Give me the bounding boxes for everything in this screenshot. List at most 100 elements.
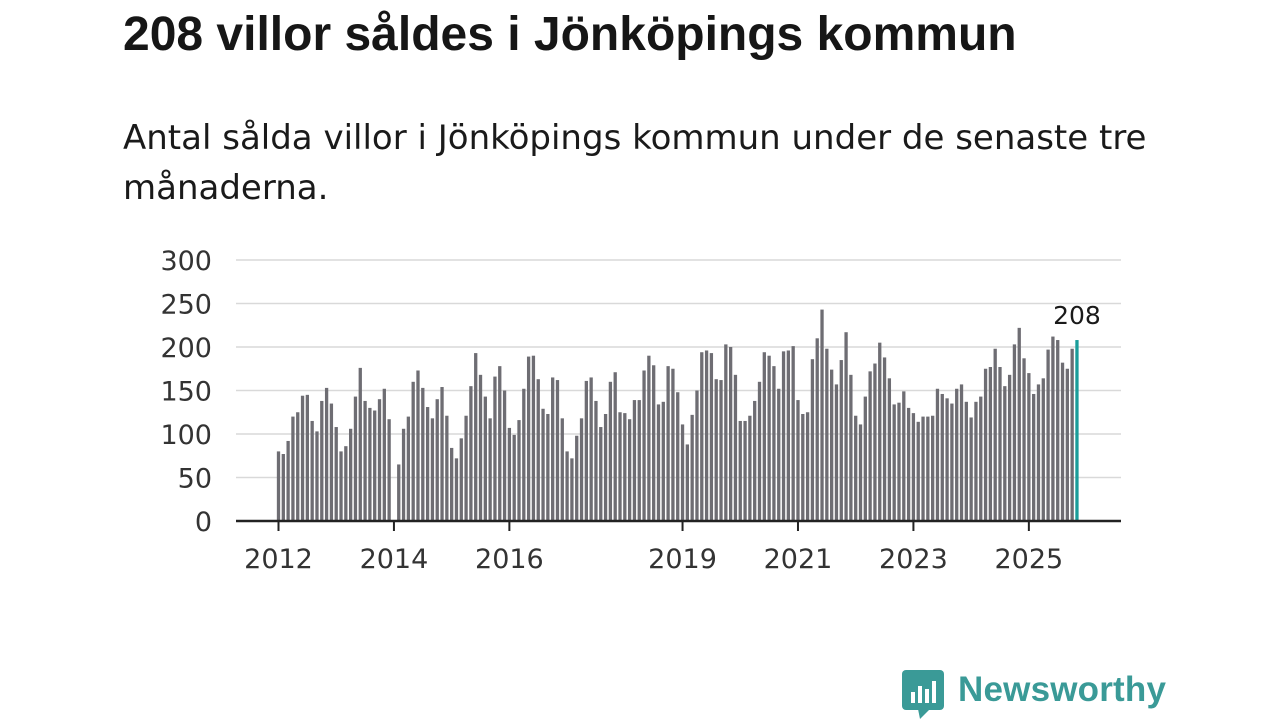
bar	[844, 332, 848, 521]
bar	[478, 374, 483, 521]
bar	[421, 387, 425, 521]
bar	[897, 402, 901, 521]
bar	[988, 367, 993, 521]
bar	[526, 356, 531, 521]
chart-subtitle: Antal sålda villor i Jönköpings kommun u…	[123, 118, 1147, 208]
bar	[387, 419, 391, 521]
bar	[873, 363, 877, 521]
bar	[575, 435, 579, 521]
bar	[507, 427, 512, 521]
y-tick-label: 150	[160, 377, 212, 408]
bar	[709, 353, 714, 521]
bar	[300, 395, 305, 521]
bar	[425, 407, 430, 521]
bar	[296, 412, 300, 521]
bar	[714, 379, 718, 521]
bar	[512, 434, 516, 521]
bar	[680, 424, 685, 521]
bar	[1065, 368, 1069, 521]
bar	[887, 378, 892, 521]
bar	[584, 380, 588, 521]
bar	[647, 355, 651, 521]
newsworthy-logo: Newsworthy	[902, 668, 1166, 720]
bar	[613, 372, 617, 521]
bar	[627, 419, 632, 521]
bar	[502, 390, 507, 521]
bar	[310, 420, 314, 521]
bar	[377, 399, 382, 521]
bar	[685, 444, 689, 521]
bar	[791, 346, 795, 521]
bar	[382, 388, 386, 521]
bar	[964, 401, 968, 521]
bar	[450, 447, 454, 521]
bar	[868, 371, 872, 521]
bar	[940, 393, 944, 521]
bar	[1003, 386, 1007, 521]
bar	[652, 365, 656, 521]
x-axis	[236, 519, 1121, 531]
bar	[834, 384, 839, 521]
bar	[955, 388, 959, 521]
brand-name: Newsworthy	[958, 670, 1167, 709]
bar	[796, 400, 800, 521]
bar	[1056, 340, 1060, 521]
highlight-value-label: 208	[1053, 301, 1101, 330]
bar	[440, 387, 444, 521]
bar	[454, 458, 459, 521]
bar	[882, 357, 887, 521]
bar	[599, 427, 603, 521]
bar	[632, 400, 637, 521]
bar	[969, 417, 973, 521]
bar	[315, 431, 319, 521]
bar	[1032, 393, 1036, 521]
bar	[608, 381, 613, 521]
bar	[570, 458, 574, 521]
bar	[349, 428, 353, 521]
bar	[753, 400, 757, 521]
bar	[906, 407, 911, 521]
bar	[690, 414, 694, 521]
bar	[291, 416, 295, 521]
bar	[589, 377, 593, 521]
x-tick-label: 2014	[360, 544, 429, 575]
bar	[666, 366, 670, 521]
bar	[820, 309, 824, 521]
bar	[695, 390, 699, 521]
bar	[757, 381, 762, 521]
bar	[935, 388, 940, 521]
bar	[435, 399, 439, 521]
bar	[801, 413, 805, 521]
bar	[368, 407, 372, 521]
bar	[719, 380, 723, 521]
bar	[1041, 378, 1045, 521]
bar	[950, 403, 954, 521]
bars	[276, 309, 1079, 521]
bar	[339, 451, 343, 521]
bar	[1027, 373, 1031, 521]
bar	[324, 387, 329, 521]
y-axis-labels: 0 50 100 150 200 250 300	[160, 246, 212, 538]
bar	[320, 400, 324, 521]
x-axis-labels: 2012 2014 2016 2019 2021 2023 2025	[244, 544, 1063, 575]
bar	[728, 347, 733, 521]
bar	[1060, 362, 1065, 521]
bar	[733, 374, 738, 521]
bar	[661, 401, 665, 521]
bar	[1012, 344, 1017, 521]
bar	[286, 440, 290, 521]
bar	[921, 416, 925, 521]
bar	[839, 360, 843, 521]
bar	[483, 396, 487, 521]
bar	[551, 377, 555, 521]
bar	[858, 424, 863, 521]
bar	[983, 368, 988, 521]
bar	[830, 369, 834, 521]
x-tick-label: 2023	[879, 544, 948, 575]
bar	[700, 352, 704, 521]
annotations: 208	[1053, 301, 1101, 330]
bar	[1046, 349, 1050, 521]
bar	[536, 379, 540, 521]
bar	[358, 367, 362, 521]
bar	[931, 415, 935, 521]
